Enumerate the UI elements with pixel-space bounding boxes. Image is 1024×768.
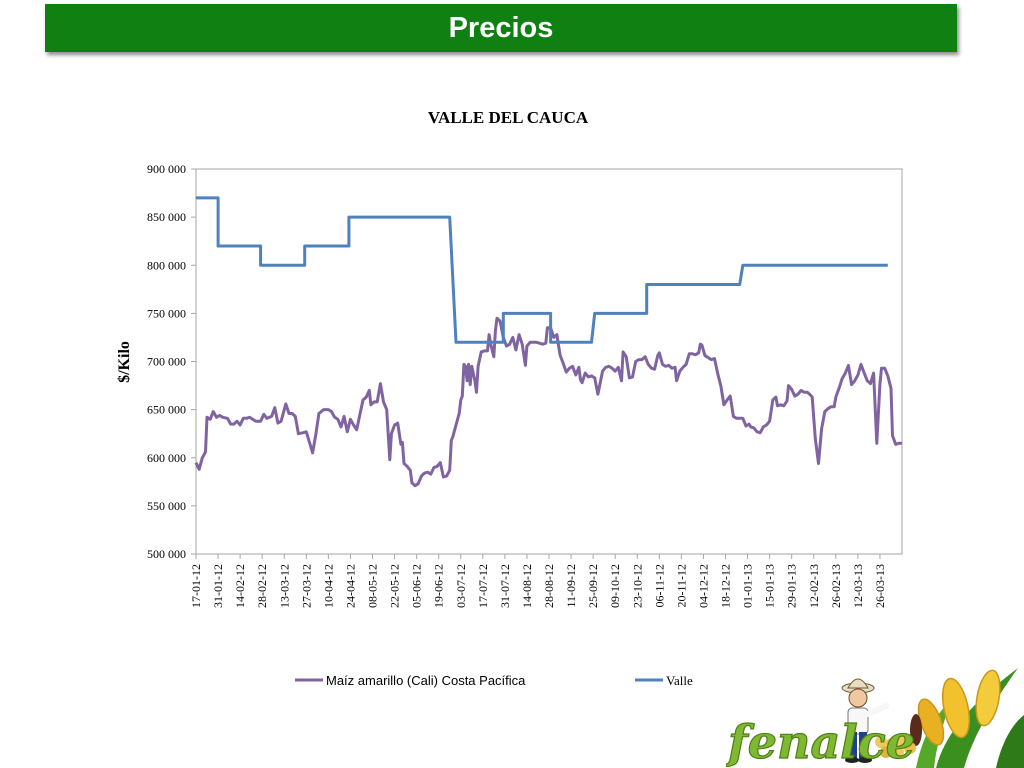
- x-tick-label: 12-03-13: [851, 564, 865, 608]
- series-line-valle: [196, 196, 888, 344]
- y-axis: 500 000 550 000 600 000 650 000 700 000 750 0…: [147, 162, 196, 561]
- chart-title: VALLE DEL CAUCA: [428, 108, 589, 127]
- y-tick-label: 900 000: [147, 162, 186, 176]
- x-tick-label: 19-06-12: [432, 564, 446, 608]
- legend: Maíz amarillo (Cali) Costa Pacífica Valle: [295, 673, 693, 688]
- x-tick-label: 28-02-12: [255, 564, 269, 608]
- x-axis: 17-01-12 31-01-12 14-02-12 28-02-12 13-03-12…: [189, 554, 887, 608]
- x-tick-label: 05-06-12: [410, 564, 424, 608]
- slide-title: Precios: [448, 12, 554, 44]
- y-tick-label: 600 000: [147, 451, 186, 465]
- x-tick-label: 14-08-12: [520, 564, 534, 608]
- y-tick-label: 850 000: [147, 210, 186, 224]
- fenalce-logo: fenalce: [726, 668, 1024, 768]
- legend-label: Valle: [666, 673, 693, 688]
- x-tick-label: 06-11-12: [652, 564, 666, 608]
- x-tick-label: 17-07-12: [476, 564, 490, 608]
- y-axis-label: $/Kilo: [116, 341, 133, 383]
- x-tick-label: 26-03-13: [873, 564, 887, 608]
- svg-text:fenalce: fenalce: [726, 715, 915, 768]
- x-tick-label: 10-04-12: [321, 564, 335, 608]
- plot-area: [195, 168, 903, 555]
- x-tick-label: 12-02-13: [807, 564, 821, 608]
- y-tick-label: 550 000: [147, 499, 186, 513]
- x-tick-label: 04-12-12: [696, 564, 710, 608]
- x-tick-label: 24-04-12: [343, 564, 357, 608]
- x-tick-label: 11-09-12: [564, 564, 578, 608]
- title-bar: Precios: [45, 4, 957, 52]
- x-tick-label: 13-03-12: [277, 564, 291, 608]
- y-tick-label: 500 000: [147, 547, 186, 561]
- x-tick-label: 08-05-12: [366, 564, 380, 608]
- x-tick-label: 26-02-13: [829, 564, 843, 608]
- x-tick-label: 25-09-12: [586, 564, 600, 608]
- x-tick-label: 18-12-12: [719, 564, 733, 608]
- x-tick-label: 28-08-12: [542, 564, 556, 608]
- x-tick-label: 27-03-12: [299, 564, 313, 608]
- x-tick-label: 23-10-12: [630, 564, 644, 608]
- x-tick-label: 31-07-12: [498, 564, 512, 608]
- y-tick-label: 650 000: [147, 403, 186, 417]
- y-tick-label: 800 000: [147, 258, 186, 272]
- x-tick-label: 29-01-13: [785, 564, 799, 608]
- x-tick-label: 14-02-12: [233, 564, 247, 608]
- x-tick-label: 20-11-12: [674, 564, 688, 608]
- legend-label: Maíz amarillo (Cali) Costa Pacífica: [326, 673, 526, 688]
- y-tick-label: 750 000: [147, 306, 186, 320]
- x-tick-label: 22-05-12: [388, 564, 402, 608]
- x-tick-label: 31-01-12: [211, 564, 225, 608]
- x-tick-label: 09-10-12: [608, 564, 622, 608]
- series-line-maiz-amarillo: [194, 316, 902, 488]
- series-layer: [194, 196, 902, 488]
- y-tick-label: 700 000: [147, 355, 186, 369]
- x-tick-label: 01-01-13: [741, 564, 755, 608]
- x-tick-label: 03-07-12: [454, 564, 468, 608]
- x-tick-label: 17-01-12: [189, 564, 203, 608]
- x-tick-label: 15-01-13: [763, 564, 777, 608]
